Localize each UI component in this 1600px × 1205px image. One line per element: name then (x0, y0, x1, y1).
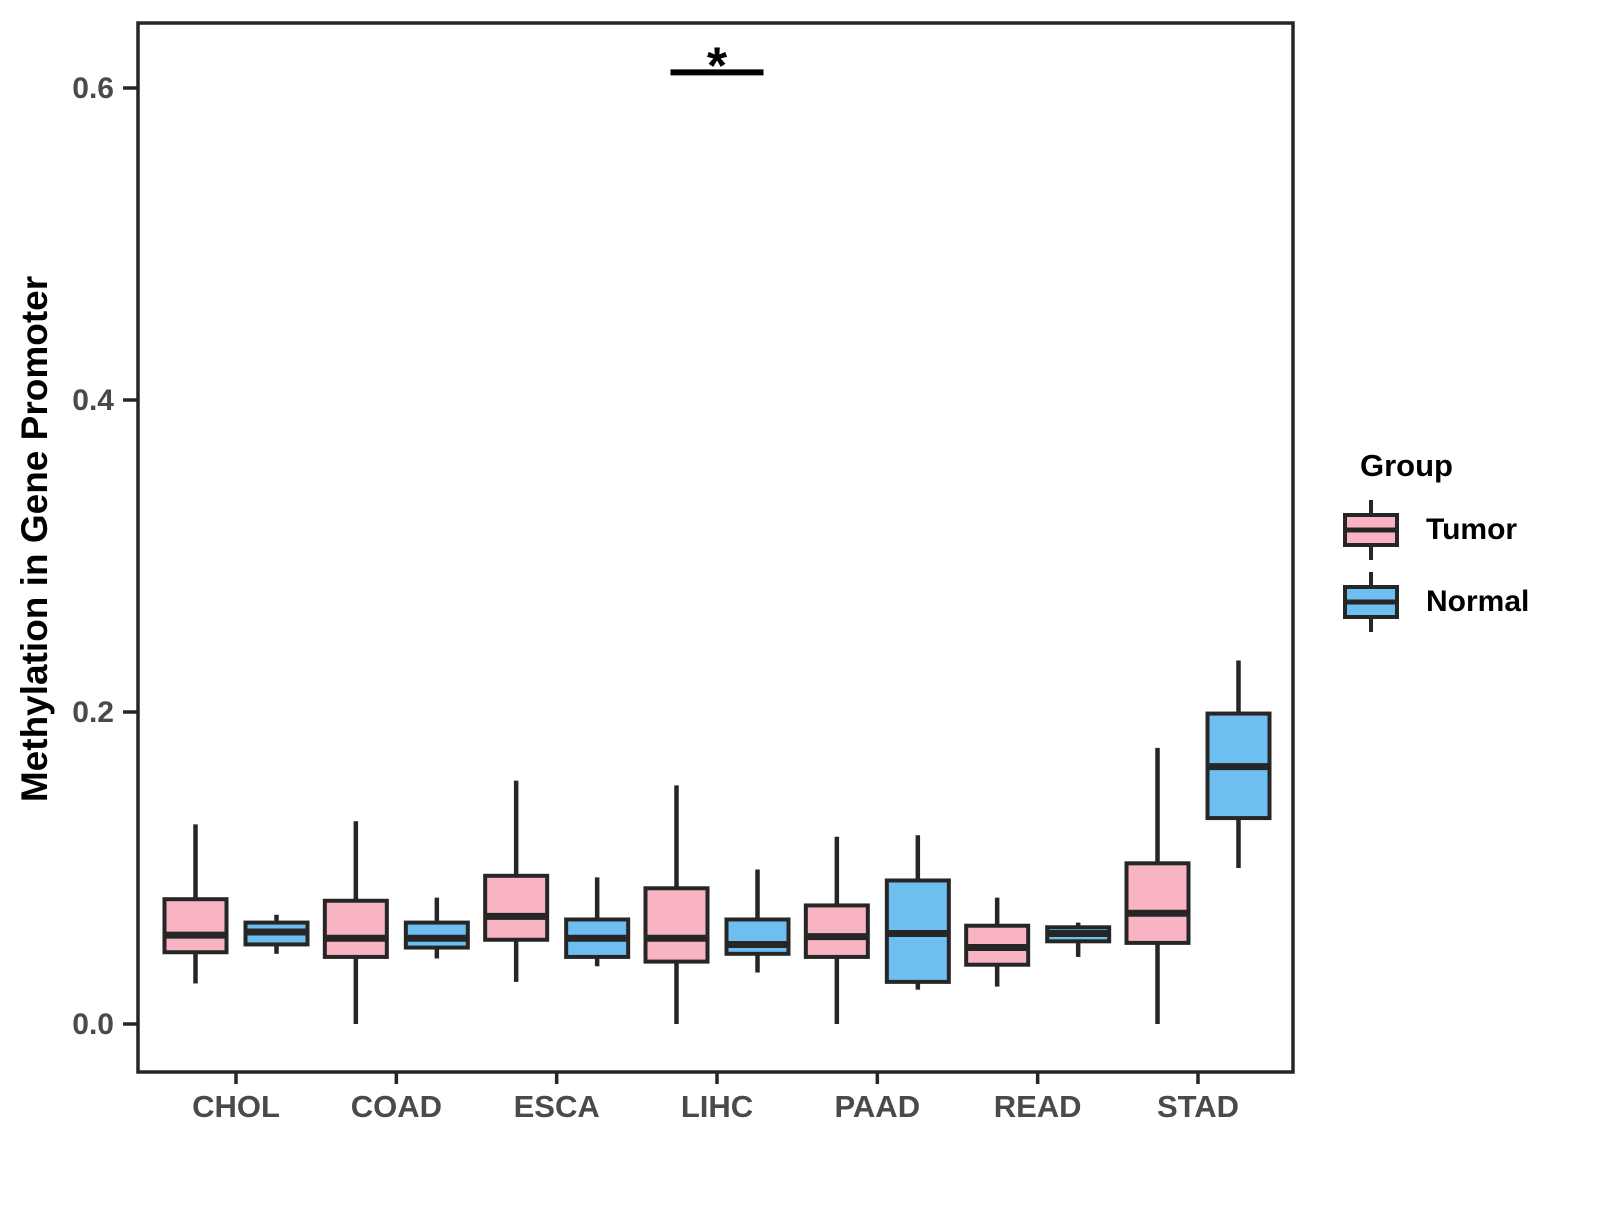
box-tumor-STAD (1124, 861, 1191, 945)
x-tick-label: LIHC (681, 1089, 753, 1124)
x-tick-label: CHOL (192, 1089, 280, 1124)
y-tick-label: 0.0 (72, 1008, 114, 1041)
legend-title: Group (1360, 448, 1453, 483)
box-tumor-PAAD (803, 903, 870, 959)
y-tick-label: 0.6 (72, 72, 114, 105)
box-tumor-COAD (322, 898, 389, 959)
legend-item-normal: Normal (1338, 570, 1588, 634)
box-normal-LIHC (724, 917, 791, 956)
legend: Group Tumor Normal (1338, 448, 1588, 642)
y-axis-title: Methylation in Gene Promoter (14, 275, 55, 803)
x-tick-label: READ (994, 1089, 1082, 1124)
x-tick-label: ESCA (514, 1089, 600, 1124)
panel-border (136, 21, 1295, 1074)
significance-star: * (707, 37, 728, 95)
legend-label-normal: Normal (1426, 585, 1530, 618)
normal-boxplot-icon (1343, 572, 1399, 632)
y-tick-label: 0.4 (72, 384, 114, 417)
box-tumor-LIHC (643, 886, 710, 964)
y-tick-label: 0.2 (72, 696, 114, 729)
x-tick-label: STAD (1157, 1089, 1239, 1124)
legend-item-tumor: Tumor (1338, 498, 1588, 562)
tumor-boxplot-icon (1343, 500, 1399, 560)
box-tumor-CHOL (162, 897, 229, 955)
x-tick-label: PAAD (835, 1089, 921, 1124)
legend-label-tumor: Tumor (1426, 513, 1518, 546)
box-tumor-ESCA (483, 873, 550, 942)
x-tick-label: COAD (351, 1089, 442, 1124)
